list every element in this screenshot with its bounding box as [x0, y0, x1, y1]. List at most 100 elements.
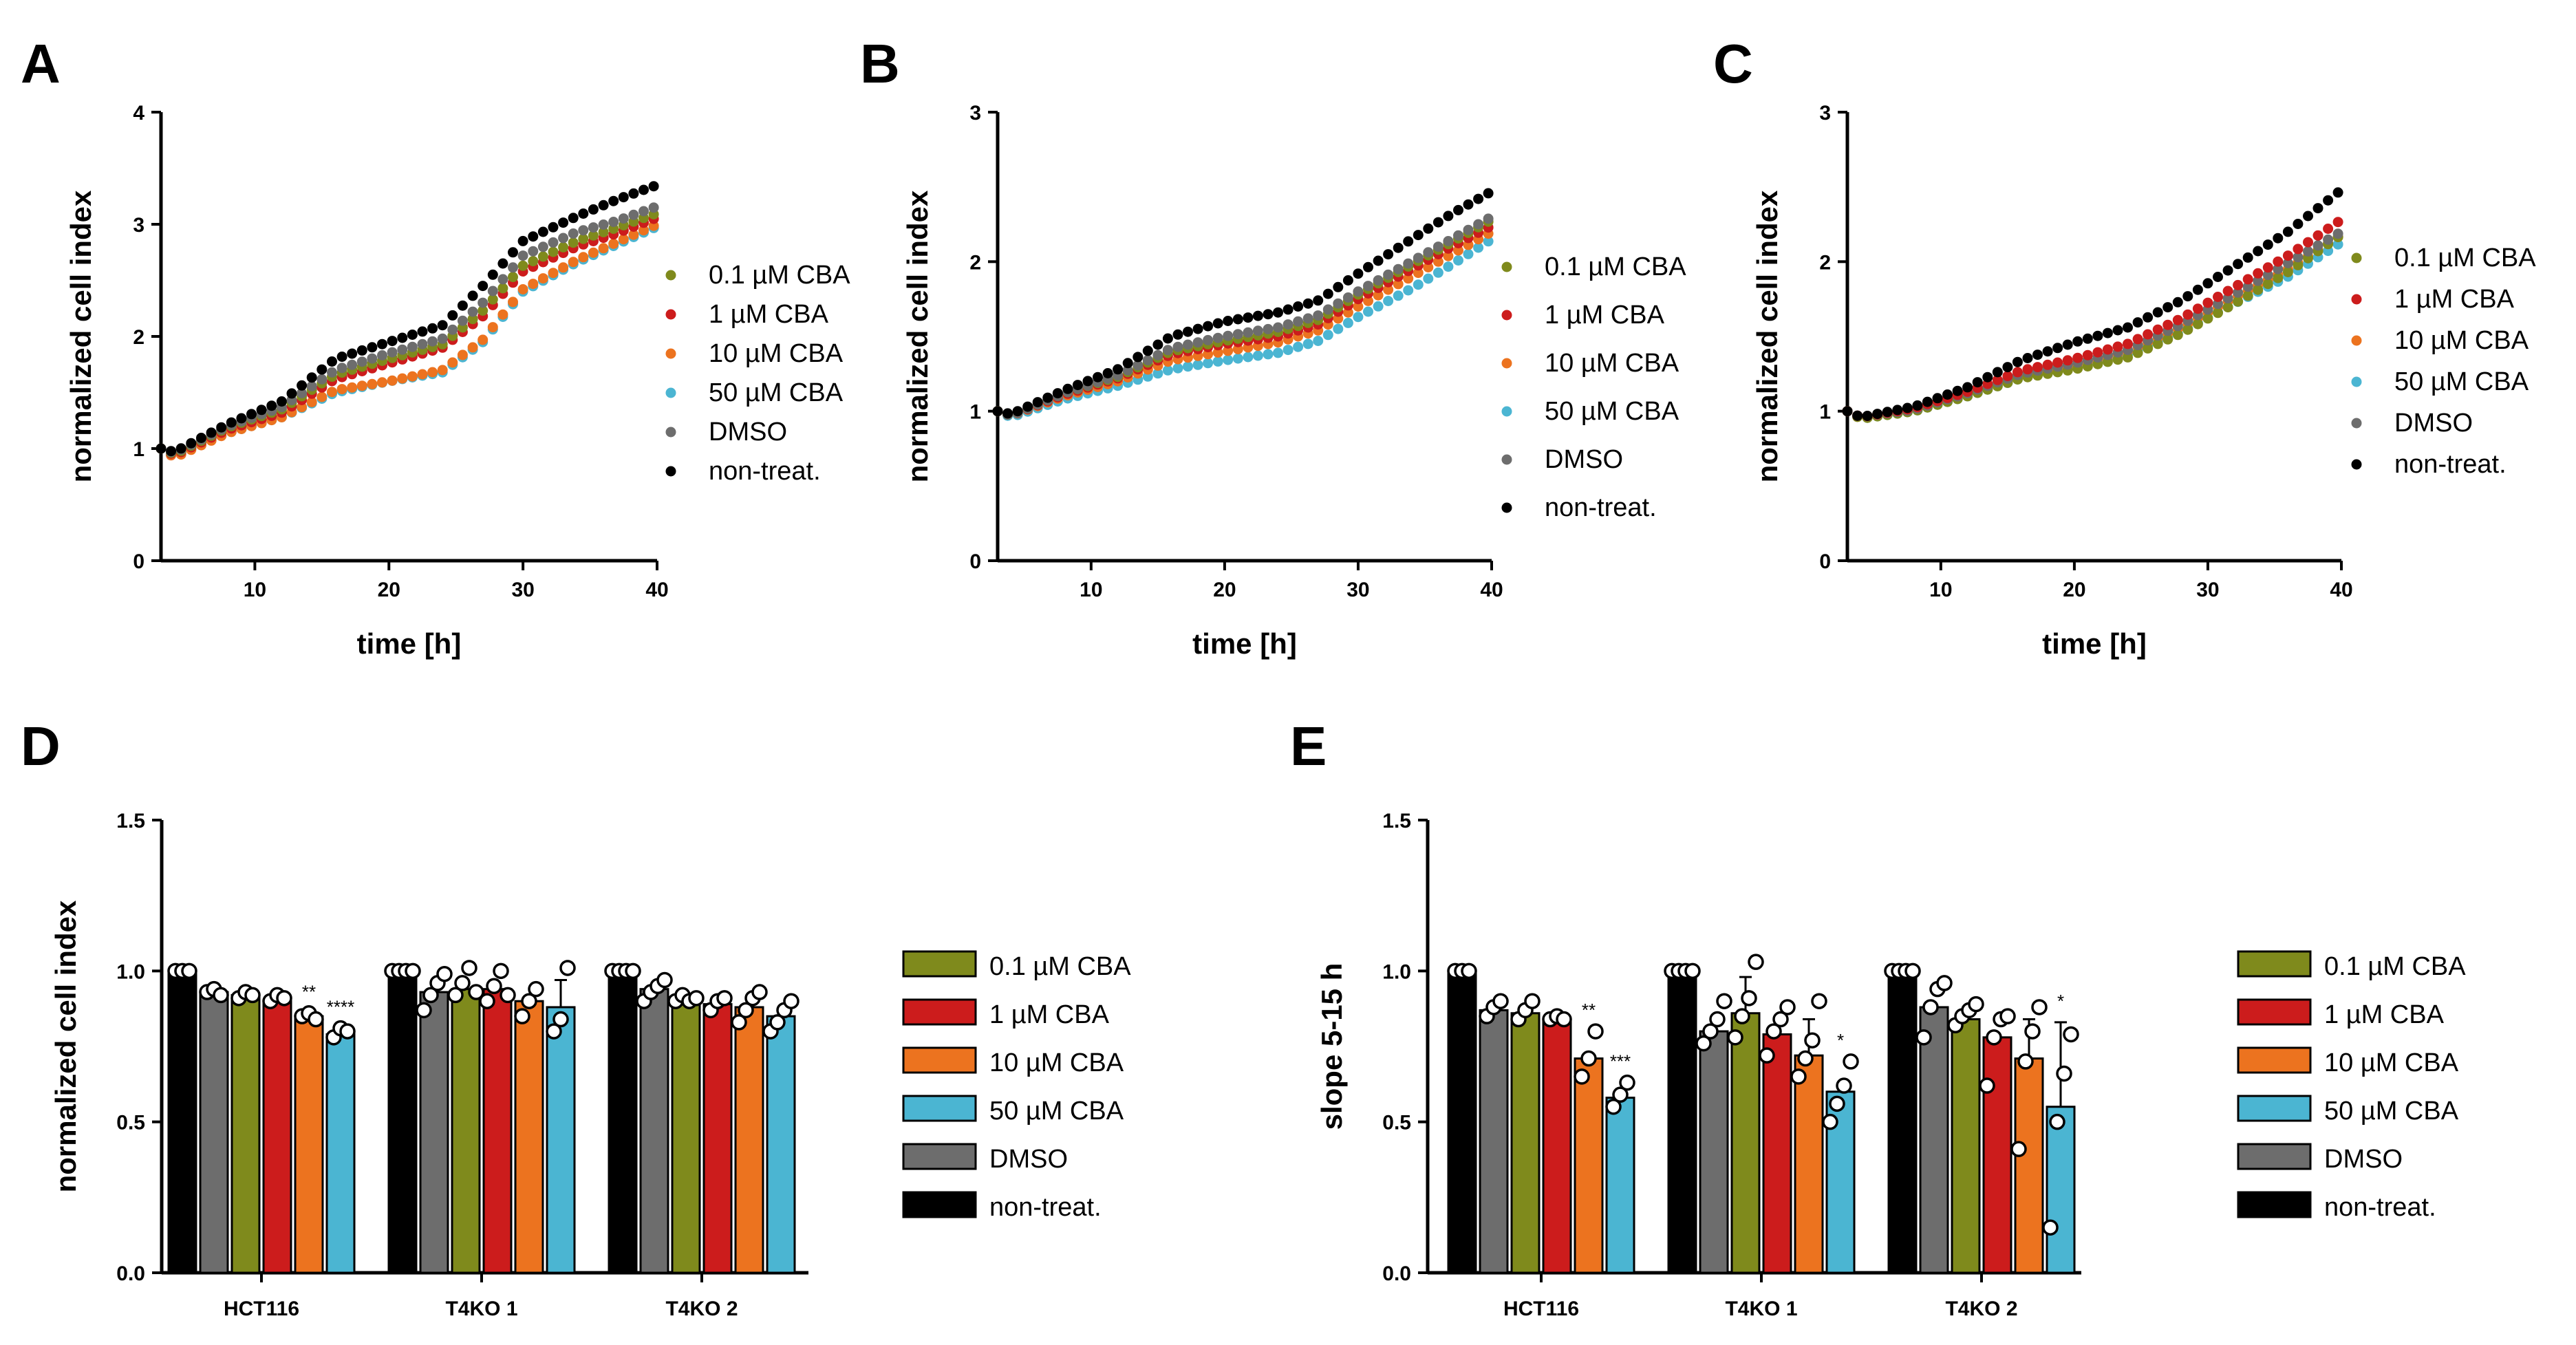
data-point	[457, 300, 468, 311]
data-point	[306, 380, 317, 391]
data-point	[387, 347, 398, 358]
data-point	[1322, 330, 1333, 341]
data-point	[1203, 334, 1214, 345]
legend-swatch	[902, 1046, 977, 1074]
legend-item-0-1-um-cba: 0.1 µM CBA	[2351, 244, 2536, 272]
bar	[608, 969, 638, 1274]
data-point	[1413, 279, 1424, 290]
data-point	[397, 373, 408, 384]
data-point	[648, 202, 659, 213]
data-point	[2222, 286, 2233, 297]
data-point	[2282, 267, 2293, 277]
data-point	[2172, 314, 2183, 325]
data-point	[2202, 278, 2213, 289]
data-point	[548, 222, 559, 233]
y-tick-label: 2	[1819, 251, 1831, 274]
legend-item-0-1-um-cba: 0.1 µM CBA	[665, 261, 850, 290]
replicate-point	[1979, 1077, 1995, 1094]
data-point	[407, 341, 418, 352]
data-point	[367, 342, 378, 353]
legend-label: DMSO	[1545, 445, 1623, 474]
legend-swatch	[2237, 950, 2312, 978]
data-point	[347, 348, 358, 359]
x-category-label: T4KO 1	[445, 1298, 517, 1320]
data-point	[1443, 211, 1454, 222]
replicate-point	[1915, 1029, 1932, 1046]
replicate-point	[1524, 993, 1541, 1009]
data-point	[608, 195, 619, 206]
replicate-point	[447, 987, 464, 1004]
bar-t4ko-1-10-um-cba	[514, 980, 544, 1274]
replicate-point	[1748, 954, 1764, 970]
data-point	[1383, 269, 1394, 280]
replicate-point	[1727, 1029, 1743, 1046]
data-point	[2032, 362, 2043, 373]
data-point	[186, 438, 197, 449]
bar	[1447, 969, 1477, 1274]
data-point	[447, 357, 458, 368]
data-point	[598, 243, 609, 254]
data-point	[568, 257, 579, 268]
data-point	[2262, 270, 2273, 281]
legend-swatch	[2237, 1191, 2312, 1218]
data-point	[1483, 236, 1494, 247]
data-point	[1902, 402, 1913, 413]
replicate-point	[1790, 1068, 1807, 1085]
data-point	[1333, 281, 1344, 292]
data-point	[1443, 236, 1454, 246]
data-point	[2262, 239, 2273, 250]
replicate-point	[276, 990, 292, 1007]
replicate-point	[1779, 999, 1796, 1015]
y-tick-label: 0.0	[1382, 1262, 1411, 1285]
data-point	[447, 310, 458, 321]
data-point	[1263, 309, 1274, 320]
data-point	[1363, 306, 1373, 317]
legend-label: 0.1 µM CBA	[709, 261, 850, 290]
bar-t4ko-1-dmso	[416, 965, 453, 1274]
data-point	[1862, 411, 1873, 421]
legend-item-10-um-cba: 10 µM CBA	[665, 339, 844, 368]
significance-label: ***	[1610, 1051, 1631, 1072]
panel-a: A 0 1 2 3 4 normalized cell index 10 20 30 40 time …	[21, 33, 850, 660]
data-point	[437, 320, 448, 331]
data-point	[1142, 355, 1153, 365]
data-point	[2162, 319, 2174, 330]
bar	[451, 988, 481, 1274]
data-point	[377, 377, 387, 388]
bar-t4ko-2-non-treat	[604, 962, 641, 1274]
data-point	[578, 252, 589, 263]
data-point	[2062, 355, 2073, 366]
legend: 0.1 µM CBA 1 µM CBA 10 µM CBA 50 µM CBA DMSO…	[902, 950, 1131, 1222]
data-point	[2092, 330, 2103, 341]
data-point	[2293, 244, 2304, 255]
data-point	[558, 233, 569, 244]
replicate-point	[1829, 1095, 1845, 1112]
data-point	[1152, 368, 1163, 379]
data-point	[1203, 358, 1214, 369]
replicate-point	[514, 1008, 530, 1024]
data-point	[1172, 341, 1183, 352]
replicate-point	[2049, 1113, 2065, 1130]
legend-item-50-um-cba: 50 µM CBA	[1501, 397, 1679, 426]
legend-label: 0.1 µM CBA	[1545, 252, 1686, 281]
data-point	[2332, 187, 2343, 198]
data-point	[1453, 255, 1463, 266]
data-point	[2273, 263, 2284, 275]
data-point	[2042, 346, 2053, 357]
x-tick-label: 20	[1213, 579, 1236, 601]
data-point	[497, 283, 508, 294]
bar-t4ko-2-10-um-cba	[731, 984, 768, 1274]
data-point	[206, 427, 217, 438]
data-point	[1293, 316, 1304, 327]
replicate-point	[1843, 1053, 1859, 1070]
data-point	[1473, 242, 1484, 253]
data-point	[508, 262, 518, 273]
replicate-point	[1822, 1113, 1838, 1130]
data-point	[356, 345, 367, 356]
data-point	[2072, 352, 2083, 363]
replicate-point	[436, 965, 453, 982]
replicate-point	[1936, 975, 1953, 991]
y-tick-label: 0.5	[116, 1112, 145, 1134]
legend-marker	[1501, 261, 1512, 272]
